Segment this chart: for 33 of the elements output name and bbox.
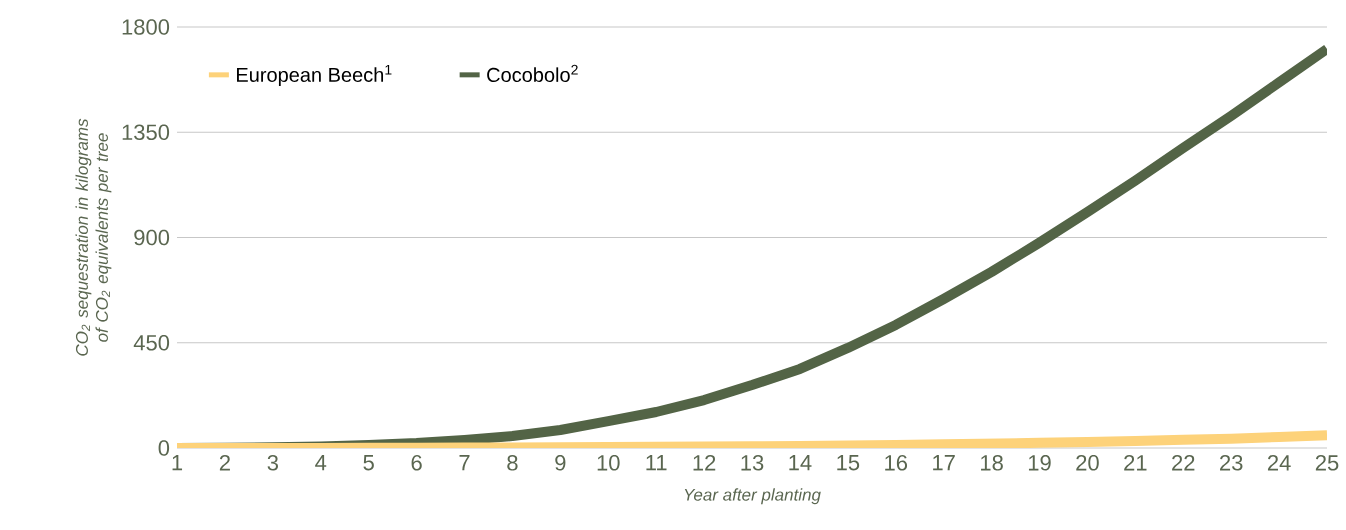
x-tick-label: 21 xyxy=(1124,455,1147,471)
x-tick-label: 15 xyxy=(837,455,860,471)
x-tick-label: 18 xyxy=(981,455,1003,471)
x-tick-label: 1 xyxy=(172,455,183,471)
x-tick-label: 17 xyxy=(933,455,955,471)
y-tick-label: 1800 xyxy=(122,19,170,35)
y-tick-label: 450 xyxy=(133,334,170,351)
x-tick-label: 11 xyxy=(646,455,667,471)
y-tick-label: 900 xyxy=(134,229,170,246)
x-tick-label: 22 xyxy=(1172,455,1195,471)
x-tick-label: 25 xyxy=(1315,455,1339,471)
x-tick-label: 20 xyxy=(1076,455,1099,471)
y-tick-label: 0 xyxy=(158,440,170,456)
x-tick-label: 7 xyxy=(459,455,470,471)
x-tick-label: 24 xyxy=(1267,455,1291,471)
x-tick-label: 19 xyxy=(1028,455,1051,471)
x-axis-title: Year after planting xyxy=(684,488,821,505)
x-tick-label: 23 xyxy=(1220,455,1243,471)
legend-label: European Beech$^{1}$ xyxy=(237,64,392,86)
x-tick-label: 8 xyxy=(507,455,518,471)
x-tick-label: 16 xyxy=(885,455,908,471)
x-tick-label: 13 xyxy=(741,455,764,471)
legend-label: Cocobolo$^{2}$ xyxy=(487,64,578,83)
x-tick-label: 6 xyxy=(411,455,422,471)
x-tick-label: 10 xyxy=(597,455,620,471)
x-tick-label: 12 xyxy=(693,455,716,471)
x-tick-label: 5 xyxy=(363,455,374,471)
x-tick-label: 9 xyxy=(555,455,566,471)
x-tick-label: 2 xyxy=(219,455,230,471)
y-tick-label: 1350 xyxy=(122,124,170,141)
x-tick-label: 14 xyxy=(789,455,812,471)
x-tick-label: 3 xyxy=(267,455,278,471)
x-tick-label: 4 xyxy=(315,455,327,471)
